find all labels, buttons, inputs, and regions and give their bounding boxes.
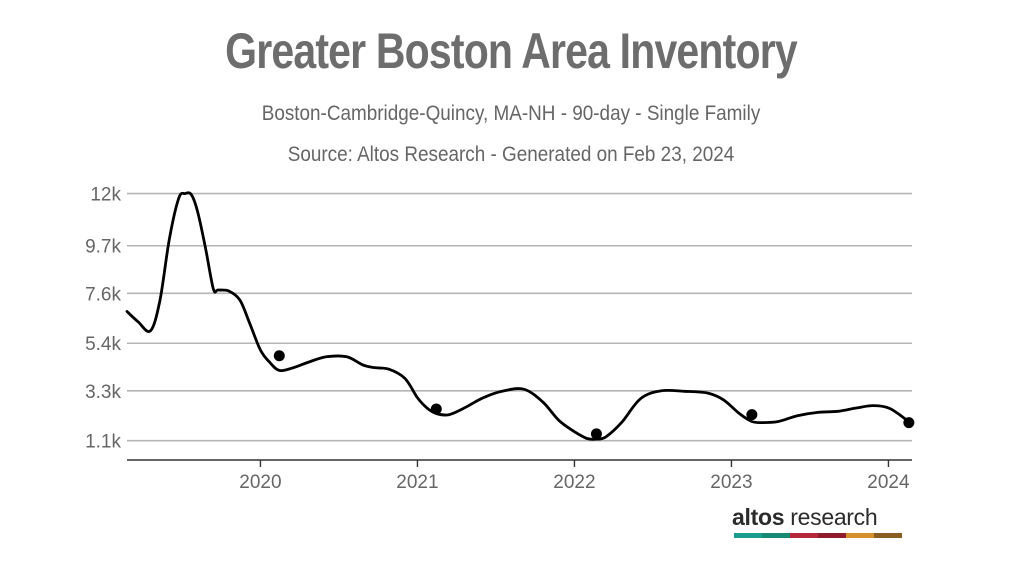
chart-subtitle: Boston-Cambridge-Quincy, MA-NH - 90-day … xyxy=(261,102,761,125)
brand-color-segment xyxy=(818,533,846,538)
brand-color-segment xyxy=(762,533,790,538)
x-tick-label: 2023 xyxy=(710,472,752,493)
brand-color-segment xyxy=(734,533,762,538)
brand-color-segment xyxy=(846,533,874,538)
line-layer xyxy=(125,191,911,441)
data-point-marker xyxy=(590,428,602,440)
y-tick-label: 12k xyxy=(90,185,121,206)
altos-research-logo: altos research xyxy=(732,504,878,531)
brand-name-rest: research xyxy=(784,504,878,530)
marker-layer xyxy=(273,350,915,440)
x-tick-label: 2020 xyxy=(239,472,281,493)
brand-color-segment xyxy=(874,533,902,538)
data-point-marker xyxy=(903,417,915,429)
brand-color-segment xyxy=(790,533,818,538)
chart-source: Source: Altos Research - Generated on Fe… xyxy=(287,143,735,166)
brand-name-bold: altos xyxy=(732,504,785,530)
series-line-inventory xyxy=(125,191,911,441)
axis-layer: 1.1k 3.3k 5.4k 7.6k 9.7k 12k 2020 2021 2022 2023 2… xyxy=(85,185,912,493)
data-point-marker xyxy=(430,403,442,415)
x-tick-label: 2024 xyxy=(867,472,910,493)
x-tick-label: 2021 xyxy=(396,472,438,493)
y-tick-label: 5.4k xyxy=(85,334,121,355)
data-point-marker xyxy=(273,350,285,362)
brand-color-bar xyxy=(734,533,902,538)
y-tick-label: 7.6k xyxy=(85,284,121,305)
x-tick-label: 2022 xyxy=(553,472,595,493)
grid-layer xyxy=(127,192,912,442)
y-tick-label: 1.1k xyxy=(85,432,121,453)
y-tick-label: 3.3k xyxy=(85,382,121,403)
data-point-marker xyxy=(746,409,758,421)
y-tick-label: 9.7k xyxy=(85,237,121,258)
chart-title: Greater Boston Area Inventory xyxy=(225,23,797,79)
